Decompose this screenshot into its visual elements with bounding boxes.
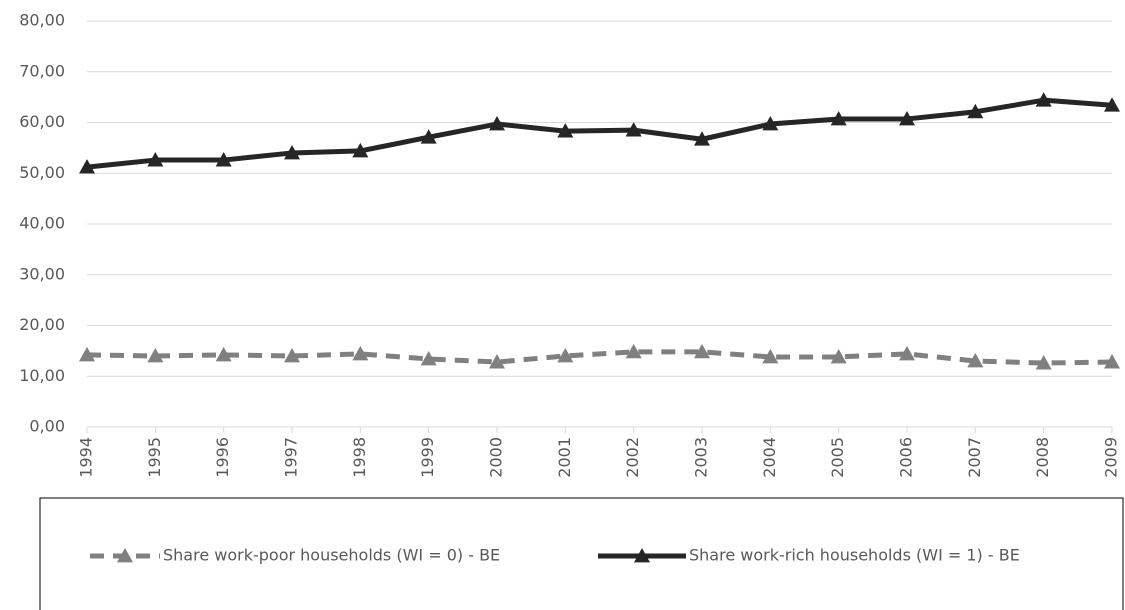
point-marker (147, 347, 164, 363)
point-marker (352, 142, 369, 158)
x-tick-label: 1995 (145, 437, 164, 478)
x-tick-label: 2004 (760, 437, 779, 478)
point-marker (762, 116, 779, 131)
x-tick-label: 2009 (1102, 437, 1121, 478)
x-tick-label: 2007 (965, 437, 984, 478)
point-marker (79, 159, 95, 174)
point-marker (625, 343, 642, 359)
point-marker (762, 348, 779, 364)
y-tick-label: 0,00 (29, 417, 65, 436)
x-tick-label: 2008 (1033, 437, 1052, 478)
point-marker (1035, 355, 1052, 370)
point-marker (899, 110, 915, 126)
point-marker (489, 116, 505, 131)
point-marker (420, 129, 437, 144)
point-marker (420, 350, 437, 366)
point-marker (967, 353, 984, 368)
legend-box (39, 497, 1124, 610)
legend-label: Share work-rich households (WI = 1) - BE (689, 546, 1020, 565)
series-line (86, 349, 1113, 366)
y-tick-label: 70,00 (19, 61, 65, 80)
point-marker (899, 345, 915, 361)
point-marker (215, 346, 232, 362)
x-tick-label: 1999 (418, 437, 437, 478)
point-marker (830, 348, 847, 364)
point-marker (284, 144, 300, 160)
point-marker (215, 152, 232, 167)
x-tick-label: 1998 (350, 437, 369, 478)
x-tick-label: 2003 (692, 437, 711, 478)
y-tick-label: 80,00 (19, 11, 65, 30)
y-tick-label: 30,00 (19, 264, 65, 283)
point-marker (557, 347, 574, 363)
x-tick-label: 2000 (487, 437, 506, 478)
point-marker (830, 110, 847, 126)
x-tick-label: 1994 (77, 437, 96, 478)
point-marker (967, 103, 984, 119)
y-tick-label: 50,00 (19, 163, 65, 182)
x-tick-label: 2005 (828, 437, 847, 478)
point-marker (694, 131, 710, 146)
point-marker (147, 152, 164, 167)
point-marker (625, 122, 642, 137)
point-marker (284, 347, 300, 363)
point-marker (1104, 97, 1120, 112)
legend-marker (117, 548, 133, 563)
point-marker (694, 343, 710, 359)
y-tick-label: 60,00 (19, 112, 65, 131)
x-tick-label: 1997 (282, 437, 301, 478)
x-tick-label: 2001 (555, 437, 574, 478)
point-marker (1104, 354, 1120, 369)
legend-marker (634, 548, 650, 563)
point-marker (1035, 92, 1052, 107)
point-marker (489, 354, 505, 369)
point-marker (79, 346, 95, 362)
x-tick-label: 1996 (213, 437, 232, 478)
point-marker (352, 345, 369, 361)
x-tick-label: 2006 (897, 437, 916, 478)
legend-label: Share work-poor households (WI = 0) - BE (163, 546, 500, 565)
y-tick-label: 40,00 (19, 214, 65, 233)
y-tick-label: 20,00 (19, 315, 65, 334)
series-line (86, 97, 1113, 170)
y-tick-label: 10,00 (19, 366, 65, 385)
x-tick-label: 2002 (623, 437, 642, 478)
point-marker (557, 123, 574, 138)
